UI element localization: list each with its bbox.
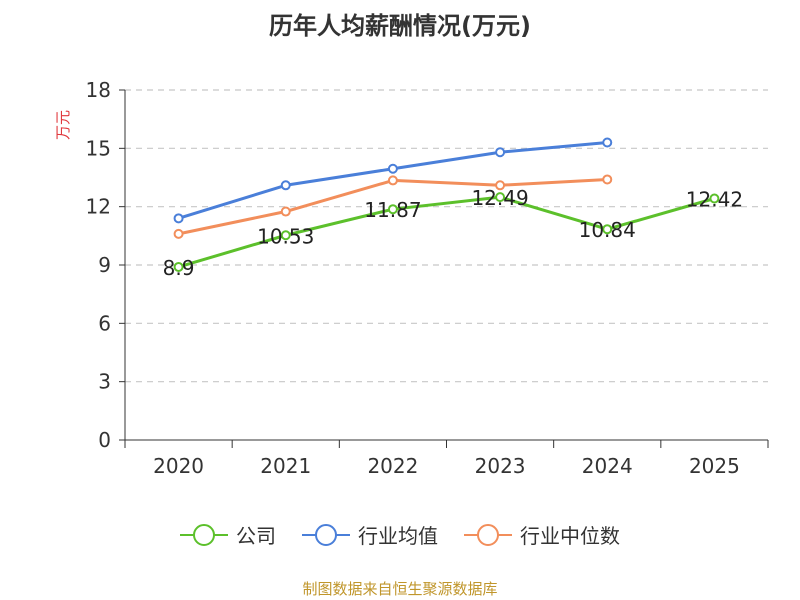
series-point-1 bbox=[495, 147, 506, 158]
y-axis-label: 万元 bbox=[54, 110, 72, 140]
series-point-1 bbox=[173, 213, 184, 224]
legend-item-industry-mean[interactable]: 行业均值 bbox=[302, 520, 438, 549]
series-point-2 bbox=[495, 180, 506, 191]
legend-label-company: 公司 bbox=[236, 524, 276, 548]
series-point-0 bbox=[495, 192, 506, 203]
legend-label-industry-mean: 行业均值 bbox=[358, 524, 438, 548]
series-point-0 bbox=[387, 204, 398, 215]
x-tick-label: 2024 bbox=[582, 454, 633, 478]
x-tick-label: 2023 bbox=[475, 454, 526, 478]
y-tick-label: 15 bbox=[86, 136, 111, 160]
legend-label-industry-median: 行业中位数 bbox=[520, 524, 620, 548]
x-tick-label: 2021 bbox=[260, 454, 311, 478]
legend-item-company[interactable]: 公司 bbox=[180, 520, 276, 549]
series-point-2 bbox=[280, 206, 291, 217]
y-tick-label: 3 bbox=[98, 370, 111, 394]
series-point-2 bbox=[602, 174, 613, 185]
data-label: 8.9 bbox=[163, 256, 195, 280]
data-label: 12.42 bbox=[686, 188, 743, 212]
y-tick-label: 0 bbox=[98, 428, 111, 452]
y-tick-label: 9 bbox=[98, 253, 111, 277]
data-source-note: 制图数据来自恒生聚源数据库 bbox=[302, 580, 498, 598]
series-line-0 bbox=[178, 195, 715, 269]
series-point-2 bbox=[387, 175, 398, 186]
series-point-0 bbox=[280, 230, 291, 241]
legend-marker-industry-median bbox=[464, 523, 512, 547]
series-point-0 bbox=[173, 261, 184, 272]
series-point-1 bbox=[602, 137, 613, 148]
series-point-2 bbox=[173, 228, 184, 239]
x-tick-label: 2025 bbox=[689, 454, 740, 478]
legend-item-industry-median[interactable]: 行业中位数 bbox=[464, 520, 620, 549]
y-tick-label: 18 bbox=[86, 78, 111, 102]
chart-title: 历年人均薪酬情况(万元) bbox=[269, 12, 531, 40]
legend: 公司 行业均值 行业中位数 bbox=[0, 520, 800, 549]
y-tick-label: 6 bbox=[98, 311, 111, 335]
series-point-1 bbox=[280, 180, 291, 191]
data-label: 10.53 bbox=[257, 224, 314, 248]
legend-marker-company bbox=[180, 523, 228, 547]
data-label: 10.84 bbox=[579, 218, 636, 242]
data-label: 12.49 bbox=[471, 186, 528, 210]
series-point-0 bbox=[709, 193, 720, 204]
legend-marker-industry-mean bbox=[302, 523, 350, 547]
data-label: 11.87 bbox=[364, 198, 421, 222]
y-tick-label: 12 bbox=[86, 195, 111, 219]
x-tick-label: 2020 bbox=[153, 454, 204, 478]
series-point-0 bbox=[602, 224, 613, 235]
series-point-1 bbox=[387, 163, 398, 174]
x-tick-label: 2022 bbox=[367, 454, 418, 478]
